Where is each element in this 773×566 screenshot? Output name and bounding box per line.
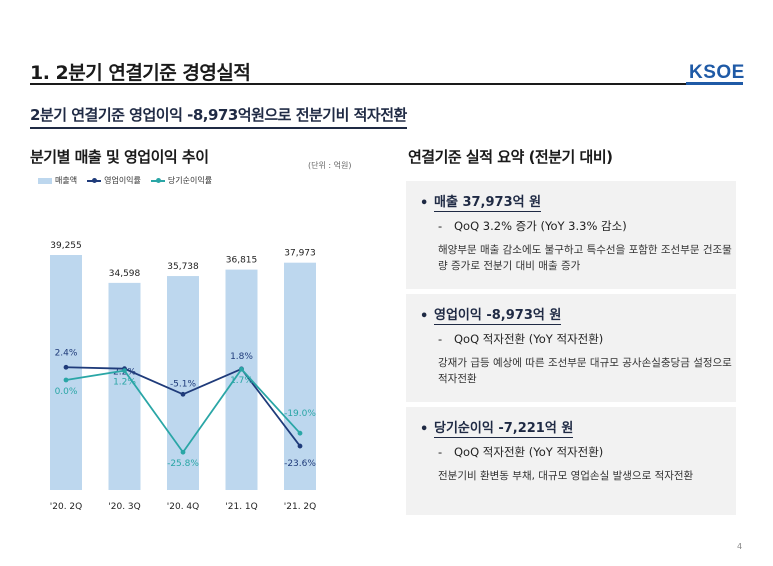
summary-sub-text: QoQ 적자전환 (YoY 적자전환): [454, 445, 604, 459]
headline: 2분기 연결기준 영업이익 -8,973억원으로 전분기비 적자전환: [30, 104, 407, 129]
chart-title: 분기별 매출 및 영업이익 추이: [30, 148, 209, 166]
net-margin-label: -19.0%: [284, 409, 316, 419]
op-margin-label: 2.4%: [55, 348, 78, 358]
op-margin-label: 1.8%: [230, 352, 253, 362]
bar-value-label: 37,973: [284, 249, 316, 259]
net-margin-label: 0.0%: [55, 387, 78, 397]
net-margin-label: 1.2%: [113, 378, 136, 388]
bar-value-label: 35,738: [167, 262, 199, 272]
op-margin-label: -23.6%: [284, 459, 316, 469]
x-tick-label: '20. 4Q: [167, 502, 199, 512]
legend-item-revenue: 매출액: [38, 175, 77, 186]
summary-desc-revenue: 해양부문 매출 감소에도 불구하고 특수선을 포함한 조선부문 건조물량 증가로…: [438, 244, 732, 272]
summary-sub-net-profit: - QoQ 적자전환 (YoY 적자전환): [438, 444, 736, 460]
dash-icon: -: [438, 332, 443, 346]
summary-card-net-profit: • 당기순이익 -7,221억 원 - QoQ 적자전환 (YoY 적자전환) 전…: [406, 407, 736, 515]
title-divider: [30, 83, 743, 85]
legend-swatch-revenue: [38, 177, 52, 184]
summary-sub-text: QoQ 3.2% 증가 (YoY 3.3% 감소): [454, 219, 627, 233]
op-margin-point: [63, 364, 69, 370]
x-tick-label: '20. 3Q: [108, 502, 140, 512]
dash-icon: -: [438, 219, 443, 233]
legend-label-revenue: 매출액: [55, 176, 78, 185]
summary-head-net-profit: • 당기순이익 -7,221억 원: [420, 421, 736, 438]
x-tick-label: '20. 2Q: [50, 502, 82, 512]
summary-sub-revenue: - QoQ 3.2% 증가 (YoY 3.3% 감소): [438, 218, 736, 234]
summary-head-op-profit: • 영업이익 -8,973억 원: [420, 308, 736, 325]
legend-swatch-op-margin: [87, 177, 102, 183]
op-margin-label: -5.1%: [170, 379, 197, 389]
summary-card-op-profit: • 영업이익 -8,973억 원 - QoQ 적자전환 (YoY 적자전환) 강재…: [406, 294, 736, 402]
summary-head-text: 당기순이익 -7,221억 원: [434, 421, 574, 438]
legend-item-op-margin: 영업이익률: [87, 175, 141, 186]
net-margin-label: -25.8%: [167, 459, 199, 469]
net-margin-point: [63, 377, 69, 383]
x-tick-label: '21. 2Q: [284, 502, 316, 512]
legend-item-net-margin: 당기순이익률: [150, 175, 213, 186]
revenue-margin-chart: 39,255 '20. 2Q 34,598 '20. 3Q 35,738 '20. 4Q 3…: [50, 241, 317, 512]
net-margin-point: [180, 449, 186, 455]
bar-value-label: 39,255: [50, 241, 82, 251]
summary-card-revenue: • 매출 37,973억 원 - QoQ 3.2% 증가 (YoY 3.3% 감소…: [406, 181, 736, 289]
revenue-bar: [284, 262, 316, 490]
legend-label-net-margin: 당기순이익률: [167, 176, 213, 185]
summary-sub-op-profit: - QoQ 적자전환 (YoY 적자전환): [438, 331, 736, 347]
dash-icon: -: [438, 445, 443, 459]
bar-value-label: 36,815: [226, 256, 258, 266]
legend-swatch-net-margin: [150, 177, 165, 183]
summary-head-revenue: • 매출 37,973억 원: [420, 195, 736, 212]
net-margin-point: [122, 368, 127, 374]
page-number: 4: [737, 542, 743, 551]
bullet-icon: •: [420, 422, 429, 437]
summary-head-text: 매출 37,973억 원: [434, 195, 542, 212]
bullet-icon: •: [420, 196, 429, 211]
page-title: 1. 2분기 연결기준 경영실적: [30, 62, 251, 84]
op-margin-point: [180, 391, 186, 397]
legend-label-op-margin: 영업이익률: [104, 176, 141, 185]
summary-desc-op-profit: 강재가 급등 예상에 따른 조선부문 대규모 공사손실충당금 설정으로 적자전환: [438, 357, 732, 385]
op-margin-point: [297, 443, 303, 449]
net-margin-point: [297, 430, 303, 436]
bullet-icon: •: [420, 309, 429, 324]
logo-underline: [686, 82, 743, 85]
chart-legend: 매출액 영업이익률 당기순이익률: [38, 175, 222, 186]
summary-desc-net-profit: 전분기비 환변동 부채, 대규모 영업손실 발생으로 적자전환: [438, 470, 694, 482]
revenue-bar: [50, 255, 82, 490]
ksoe-logo: KSOE: [689, 62, 745, 83]
x-tick-label: '21. 1Q: [225, 502, 257, 512]
summary-sub-text: QoQ 적자전환 (YoY 적자전환): [454, 332, 604, 346]
summary-head-text: 영업이익 -8,973억 원: [434, 308, 562, 325]
bar-value-label: 34,598: [109, 269, 141, 279]
summary-title: 연결기준 실적 요약 (전분기 대비): [408, 148, 613, 166]
chart-unit: (단위 : 억원): [308, 161, 352, 170]
net-margin-label: 1.7%: [230, 376, 253, 386]
net-margin-point: [239, 366, 244, 372]
